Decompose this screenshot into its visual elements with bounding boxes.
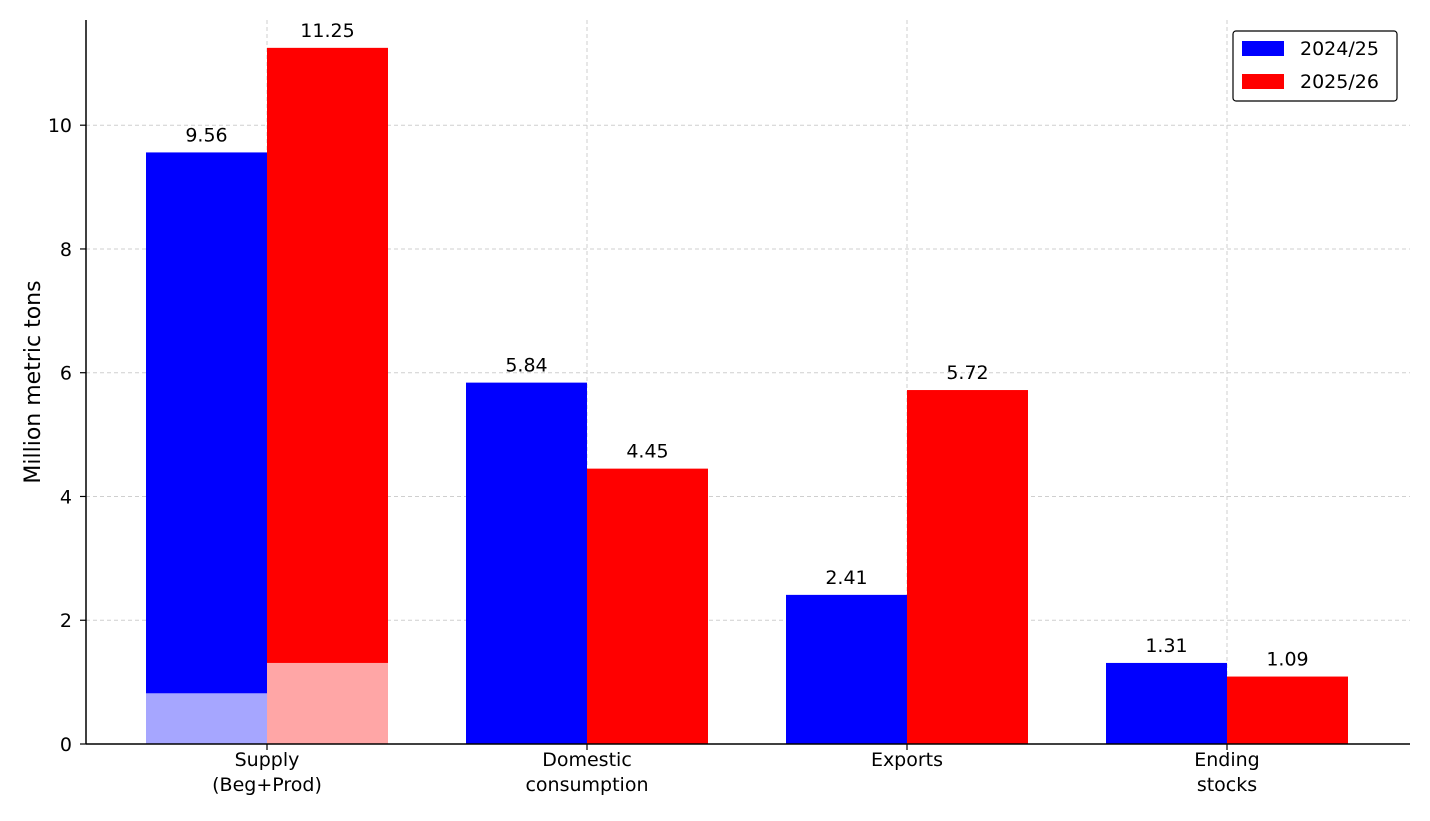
bar-2024-25-cat-0 bbox=[146, 152, 267, 744]
y-tick-label-4: 4 bbox=[60, 486, 72, 508]
x-category-label-3-line-1: stocks bbox=[1197, 774, 1257, 796]
y-tick-label-0: 0 bbox=[60, 734, 72, 756]
bar-2024-25-cat-3 bbox=[1106, 662, 1227, 744]
legend-swatch-2025-26 bbox=[1242, 74, 1284, 89]
bar-2024-25-cat-1 bbox=[466, 382, 587, 744]
y-tick-label-6: 6 bbox=[60, 363, 72, 385]
legend: 2024/25 2025/26 bbox=[1232, 30, 1398, 102]
bar-2025-26-cat-0 bbox=[267, 47, 388, 745]
bar-value-label-2025-26-cat-3: 1.09 bbox=[1266, 649, 1308, 671]
bar-2025-26-cat-2 bbox=[907, 390, 1028, 744]
axes bbox=[85, 20, 1410, 745]
bar-2025-26-cat-3 bbox=[1227, 676, 1348, 744]
bar-value-label-2025-26-cat-0: 11.25 bbox=[300, 20, 354, 42]
bar-value-labels: 9.56 11.25 5.84 4.45 2.41 5.72 1.31 1.09 bbox=[185, 20, 1308, 671]
bar-value-label-2025-26-cat-1: 4.45 bbox=[626, 441, 668, 463]
y-axis-label: Million metric tons bbox=[21, 280, 46, 483]
y-tick-label-10: 10 bbox=[48, 115, 72, 137]
x-category-label-1-line-1: consumption bbox=[525, 774, 648, 796]
bars bbox=[146, 47, 1348, 745]
bar-2024-25-cat-2 bbox=[786, 594, 907, 744]
bar-value-label-2024-25-cat-0: 9.56 bbox=[185, 124, 227, 146]
bar-value-label-2025-26-cat-2: 5.72 bbox=[946, 362, 988, 384]
y-ticks: 0 2 4 6 8 10 bbox=[48, 115, 86, 756]
bar-base-segment-2025-26 bbox=[267, 662, 388, 744]
legend-swatch-2024-25 bbox=[1242, 41, 1284, 56]
x-category-label-0-line-0: Supply bbox=[235, 749, 300, 771]
legend-label-2025-26: 2025/26 bbox=[1300, 71, 1379, 93]
legend-label-2024-25: 2024/25 bbox=[1300, 38, 1379, 60]
bar-value-label-2024-25-cat-2: 2.41 bbox=[825, 567, 867, 589]
x-category-label-0-line-1: (Beg+Prod) bbox=[212, 774, 322, 796]
x-category-label-2-line-0: Exports bbox=[871, 749, 943, 771]
x-category-labels: Supply (Beg+Prod) Domestic consumption Expor… bbox=[212, 744, 1260, 796]
bar-2025-26-cat-1 bbox=[587, 468, 708, 744]
bar-base-segment-2024-25 bbox=[146, 693, 267, 744]
bar-value-label-2024-25-cat-3: 1.31 bbox=[1145, 635, 1187, 657]
y-tick-label-8: 8 bbox=[60, 239, 72, 261]
bar-value-label-2024-25-cat-1: 5.84 bbox=[505, 355, 547, 377]
x-category-label-1-line-0: Domestic bbox=[542, 749, 632, 771]
x-category-label-3-line-0: Ending bbox=[1194, 749, 1260, 771]
y-tick-label-2: 2 bbox=[60, 610, 72, 632]
